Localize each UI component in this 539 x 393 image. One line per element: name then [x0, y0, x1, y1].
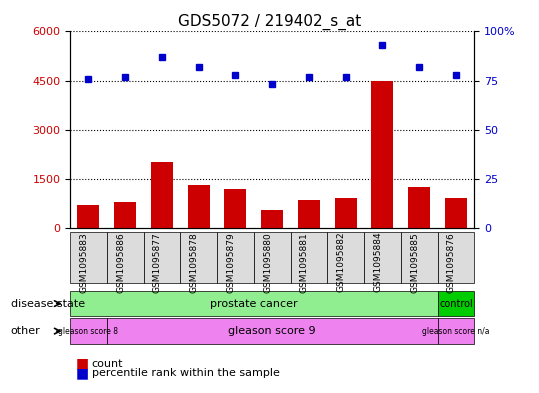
Text: GSM1095877: GSM1095877	[153, 232, 162, 293]
Text: ■: ■	[75, 356, 88, 371]
Text: count: count	[92, 358, 123, 369]
Text: disease state: disease state	[11, 299, 85, 309]
Bar	[335, 198, 357, 228]
Text: gleason score 8: gleason score 8	[58, 327, 119, 336]
Text: GSM1095878: GSM1095878	[190, 232, 199, 293]
Text: ■: ■	[75, 366, 88, 380]
Bar	[298, 200, 320, 228]
Bar	[78, 205, 100, 228]
Text: GSM1095884: GSM1095884	[374, 232, 383, 292]
Text: GSM1095885: GSM1095885	[410, 232, 419, 293]
Bar	[371, 81, 393, 228]
Text: percentile rank within the sample: percentile rank within the sample	[92, 368, 280, 378]
Bar	[408, 187, 430, 228]
Text: GSM1095880: GSM1095880	[263, 232, 272, 293]
Bar	[224, 189, 246, 228]
Text: prostate cancer: prostate cancer	[210, 299, 298, 309]
Text: gleason score 9: gleason score 9	[229, 326, 316, 336]
Text: GDS5072 / 219402_s_at: GDS5072 / 219402_s_at	[178, 14, 361, 30]
Text: control: control	[439, 299, 473, 309]
Bar	[151, 162, 173, 228]
Text: other: other	[11, 326, 40, 336]
Text: GSM1095883: GSM1095883	[79, 232, 88, 293]
Text: GSM1095881: GSM1095881	[300, 232, 309, 293]
Bar	[445, 198, 467, 228]
Text: GSM1095886: GSM1095886	[116, 232, 125, 293]
Text: GSM1095879: GSM1095879	[226, 232, 236, 293]
Bar	[261, 210, 283, 228]
Text: GSM1095876: GSM1095876	[447, 232, 456, 293]
Text: GSM1095882: GSM1095882	[337, 232, 345, 292]
Bar	[114, 202, 136, 228]
Bar	[188, 185, 210, 228]
Text: gleason score n/a: gleason score n/a	[422, 327, 490, 336]
